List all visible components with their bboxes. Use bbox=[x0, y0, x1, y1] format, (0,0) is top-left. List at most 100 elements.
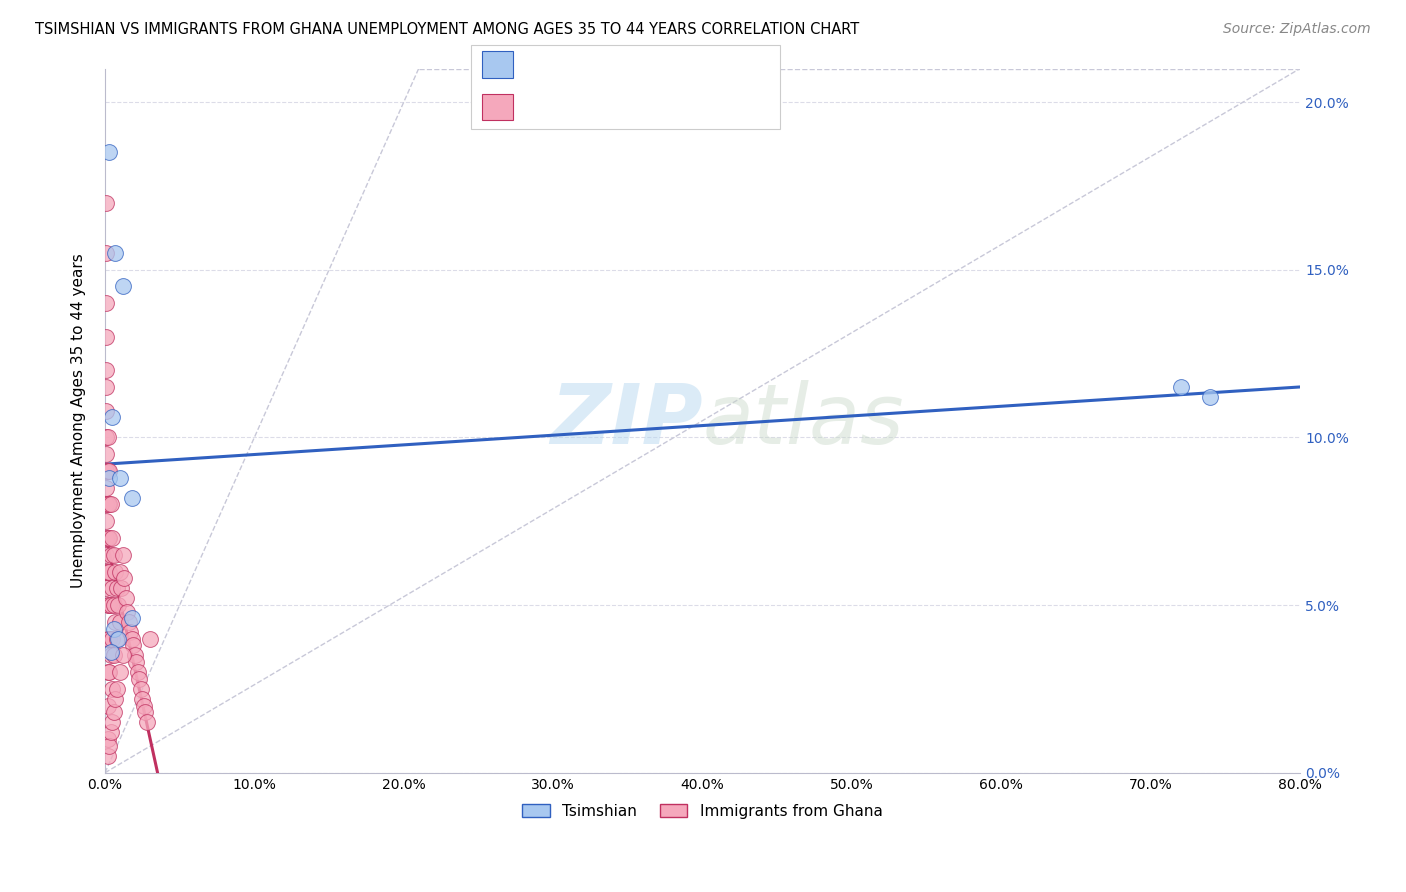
Point bbox=[96, 464, 118, 478]
Point bbox=[108, 470, 131, 484]
Point bbox=[103, 548, 125, 562]
Point bbox=[97, 749, 120, 764]
Legend: Tsimshian, Immigrants from Ghana: Tsimshian, Immigrants from Ghana bbox=[516, 797, 889, 825]
Point bbox=[115, 591, 138, 606]
Point bbox=[98, 531, 121, 545]
Point bbox=[103, 648, 125, 663]
Point bbox=[121, 611, 143, 625]
Point bbox=[96, 514, 118, 528]
Point bbox=[98, 565, 121, 579]
Point bbox=[100, 648, 122, 663]
Point bbox=[139, 632, 162, 646]
Y-axis label: Unemployment Among Ages 35 to 44 years: Unemployment Among Ages 35 to 44 years bbox=[72, 253, 86, 588]
Point bbox=[129, 681, 152, 696]
Point bbox=[101, 715, 124, 730]
Point bbox=[104, 565, 127, 579]
Point bbox=[121, 632, 143, 646]
Point bbox=[104, 615, 127, 629]
Text: R = 0.140   N = 80: R = 0.140 N = 80 bbox=[520, 100, 665, 114]
Point bbox=[96, 430, 118, 444]
Point bbox=[112, 571, 135, 585]
Point bbox=[96, 447, 118, 461]
Text: Source: ZipAtlas.com: Source: ZipAtlas.com bbox=[1223, 22, 1371, 37]
Point bbox=[103, 622, 125, 636]
Text: ZIP: ZIP bbox=[550, 380, 703, 461]
Point bbox=[96, 403, 118, 417]
Point bbox=[96, 330, 118, 344]
Point bbox=[96, 296, 118, 310]
Point bbox=[97, 732, 120, 747]
Point bbox=[97, 464, 120, 478]
Point bbox=[97, 498, 120, 512]
Point bbox=[100, 598, 122, 612]
Point bbox=[122, 638, 145, 652]
Point bbox=[108, 615, 131, 629]
Point bbox=[97, 665, 120, 680]
Point bbox=[101, 531, 124, 545]
Point bbox=[1170, 380, 1192, 394]
Point bbox=[104, 246, 127, 260]
Point bbox=[118, 615, 141, 629]
Point bbox=[98, 665, 121, 680]
Point bbox=[108, 665, 131, 680]
Point bbox=[135, 715, 157, 730]
Point bbox=[101, 681, 124, 696]
Text: atlas: atlas bbox=[703, 380, 904, 461]
Point bbox=[96, 380, 118, 394]
Point bbox=[97, 430, 120, 444]
Point bbox=[96, 548, 118, 562]
Point bbox=[105, 582, 128, 596]
Point bbox=[101, 632, 124, 646]
Point bbox=[96, 481, 118, 495]
Point bbox=[108, 565, 131, 579]
Point bbox=[100, 645, 122, 659]
Text: R = 0.278   N = 13: R = 0.278 N = 13 bbox=[520, 57, 665, 72]
Point bbox=[101, 410, 124, 425]
Point bbox=[107, 632, 129, 646]
Point bbox=[101, 582, 124, 596]
Point bbox=[110, 582, 132, 596]
Point bbox=[98, 145, 121, 160]
Point bbox=[97, 698, 120, 713]
Point bbox=[97, 598, 120, 612]
Point bbox=[111, 548, 134, 562]
Point bbox=[98, 498, 121, 512]
Point bbox=[127, 665, 149, 680]
Point bbox=[125, 655, 148, 669]
Point bbox=[1199, 390, 1222, 404]
Point bbox=[111, 648, 134, 663]
Point bbox=[100, 548, 122, 562]
Point bbox=[100, 725, 122, 739]
Point bbox=[111, 279, 134, 293]
Text: TSIMSHIAN VS IMMIGRANTS FROM GHANA UNEMPLOYMENT AMONG AGES 35 TO 44 YEARS CORREL: TSIMSHIAN VS IMMIGRANTS FROM GHANA UNEMP… bbox=[35, 22, 859, 37]
Point bbox=[100, 498, 122, 512]
Point bbox=[103, 598, 125, 612]
Point bbox=[132, 698, 155, 713]
Point bbox=[98, 598, 121, 612]
Point bbox=[96, 531, 118, 545]
Point bbox=[107, 598, 129, 612]
Point bbox=[120, 624, 142, 639]
Point bbox=[97, 531, 120, 545]
Point bbox=[128, 672, 150, 686]
Point bbox=[121, 491, 143, 505]
Point bbox=[98, 464, 121, 478]
Point bbox=[96, 246, 118, 260]
Point bbox=[96, 363, 118, 377]
Point bbox=[97, 565, 120, 579]
Point bbox=[117, 605, 139, 619]
Point bbox=[98, 470, 121, 484]
Point bbox=[98, 739, 121, 753]
Point bbox=[124, 648, 146, 663]
Point bbox=[98, 632, 121, 646]
Point bbox=[96, 565, 118, 579]
Point bbox=[97, 632, 120, 646]
Point bbox=[105, 632, 128, 646]
Point bbox=[134, 706, 156, 720]
Point bbox=[131, 692, 153, 706]
Point bbox=[103, 706, 125, 720]
Point bbox=[96, 582, 118, 596]
Point bbox=[96, 195, 118, 210]
Point bbox=[96, 498, 118, 512]
Point bbox=[105, 681, 128, 696]
